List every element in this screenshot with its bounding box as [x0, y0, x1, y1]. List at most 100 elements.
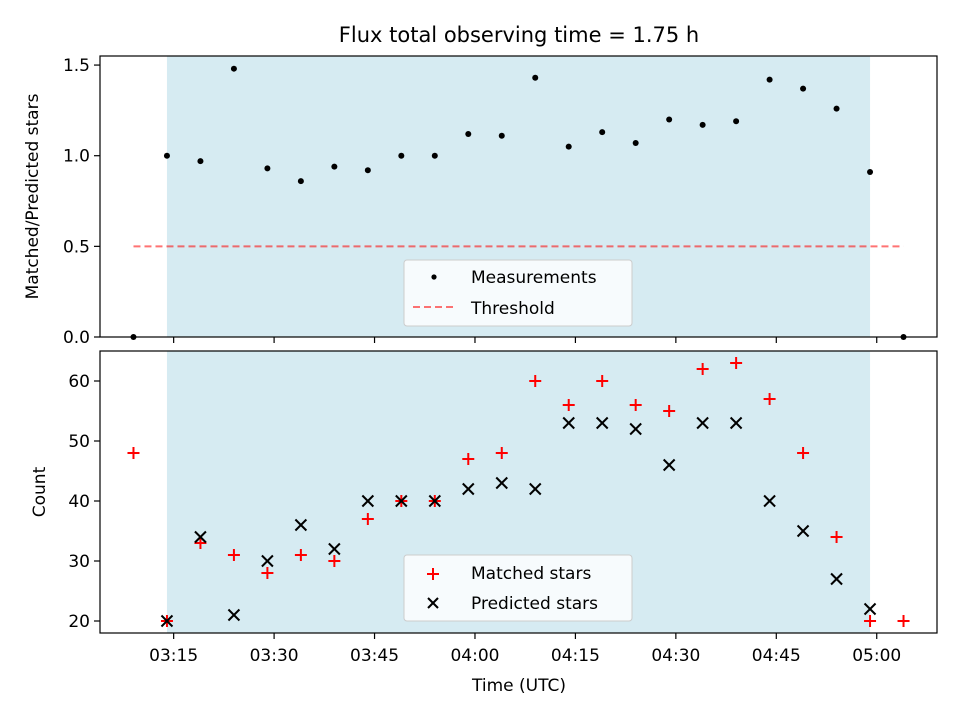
predicted-star-point-b	[462, 482, 475, 496]
bottom-legend-box	[403, 554, 633, 622]
top-legend: Measurements Threshold	[403, 259, 633, 327]
legend-threshold-label: Threshold	[470, 299, 555, 319]
predicted-star-point-b	[796, 524, 810, 538]
top-y-tick-label: 0.5	[63, 237, 90, 257]
predicted-star-point-b	[863, 602, 877, 616]
matched-star-point	[562, 399, 575, 411]
matched-star-point	[696, 363, 709, 375]
legend-predicted-marker	[427, 597, 439, 609]
top-y-tick-label: 0.0	[63, 328, 90, 348]
measurement-point	[666, 116, 673, 123]
x-tick-label: 04:00	[450, 646, 499, 666]
x-axis-label: Time (UTC)	[471, 676, 566, 696]
top-panel: 0.0 0.5 1.0 1.5 Matched/Predicted stars Mea…	[23, 55, 938, 348]
legend-matched-marker	[427, 568, 439, 580]
x-tick-label: 03:30	[250, 646, 299, 666]
measurement-point	[197, 158, 204, 165]
predicted-star-point	[294, 518, 308, 532]
predicted-star-point-b	[629, 422, 642, 436]
predicted-star-point-b	[328, 542, 341, 556]
bottom-y-tick-label: 40	[68, 492, 90, 512]
measurement-point	[498, 132, 505, 139]
predicted-star-point	[160, 614, 174, 628]
measurement-point	[364, 167, 371, 174]
measurement-point	[867, 169, 874, 176]
top-panel-frame	[99, 55, 938, 338]
matched-star-point	[294, 549, 307, 561]
chart-title: Flux total observing time = 1.75 h	[339, 23, 699, 47]
predicted-star-point	[227, 608, 241, 622]
matched-star-point	[663, 405, 676, 417]
predicted-star-point	[562, 416, 575, 430]
predicted-star-point	[529, 482, 542, 496]
measurement-point	[800, 85, 807, 92]
predicted-star-point	[763, 494, 776, 508]
predicted-star-point-b	[529, 482, 542, 496]
matched-star-point	[897, 615, 910, 627]
measurement-point	[733, 118, 740, 125]
measurement-point	[230, 65, 237, 72]
predicted-star-point	[361, 494, 375, 508]
predicted-star-point	[462, 482, 475, 496]
matched-star-point	[227, 549, 240, 561]
matched-star-point	[328, 555, 341, 567]
matched-star-point	[864, 615, 877, 627]
measurement-point	[632, 140, 639, 147]
x-tick-label: 04:30	[651, 646, 700, 666]
predicted-star-point	[395, 494, 408, 508]
matched-star-point	[361, 513, 374, 525]
matched-star-point	[763, 393, 776, 405]
bottom-y-tick-label: 50	[68, 432, 90, 452]
measurement-point	[699, 121, 706, 128]
measurement-point	[398, 152, 405, 159]
measurement-point	[833, 105, 840, 112]
measurement-point	[264, 165, 271, 172]
measurement-point	[766, 76, 773, 83]
predicted-star-point-b	[595, 416, 609, 430]
bottom-y-tick-label: 30	[68, 552, 90, 572]
matched-star-point	[596, 375, 609, 387]
matched-star-point	[830, 531, 843, 543]
matched-star-point	[194, 537, 207, 549]
predicted-star-point-b	[194, 530, 207, 544]
predicted-star-point-b	[261, 554, 274, 568]
predicted-star-point-b	[830, 572, 843, 586]
predicted-star-point	[194, 530, 207, 544]
x-tick-label: 04:15	[551, 646, 600, 666]
measurement-point	[465, 130, 472, 137]
bottom-panel: 20 30 40 50 60 03:15 03:30 03:45 04:00 04:15 04:3…	[30, 350, 938, 696]
predicted-star-point-b	[696, 416, 709, 430]
predicted-star-point-b	[227, 608, 241, 622]
measurement-point	[565, 143, 572, 150]
x-tick-label: 05:00	[852, 646, 901, 666]
predicted-star-point	[830, 572, 843, 586]
predicted-star-point-b	[294, 518, 308, 532]
predicted-star-point	[662, 458, 676, 472]
measurement-point	[297, 178, 304, 185]
predicted-star-point	[696, 416, 709, 430]
top-y-tick-label: 1.5	[63, 56, 90, 76]
predicted-star-point-b	[160, 614, 174, 628]
legend-measurements-label: Measurements	[471, 268, 597, 288]
matched-star-point	[495, 447, 508, 459]
legend-measurements-marker	[431, 274, 437, 280]
predicted-star-point-b	[428, 494, 442, 508]
matched-star-point	[797, 447, 810, 459]
predicted-star-point-b	[495, 476, 508, 490]
bottom-legend: Matched stars Predicted stars	[403, 554, 633, 622]
matched-star-point	[629, 399, 642, 411]
predicted-star-point-b	[729, 416, 743, 430]
matched-star-point	[730, 357, 743, 369]
predicted-star-point	[796, 524, 810, 538]
predicted-star-point	[595, 416, 609, 430]
top-y-tick-label: 1.0	[63, 147, 90, 167]
predicted-star-point	[729, 416, 743, 430]
measurement-point	[532, 74, 539, 81]
predicted-star-point	[328, 542, 341, 556]
top-y-axis-label: Matched/Predicted stars	[23, 93, 43, 299]
predicted-star-point	[261, 554, 274, 568]
matched-star-point	[462, 453, 475, 465]
legend-matched-label: Matched stars	[471, 564, 591, 584]
predicted-star-point	[863, 602, 877, 616]
bottom-y-axis-label: Count	[30, 466, 50, 517]
